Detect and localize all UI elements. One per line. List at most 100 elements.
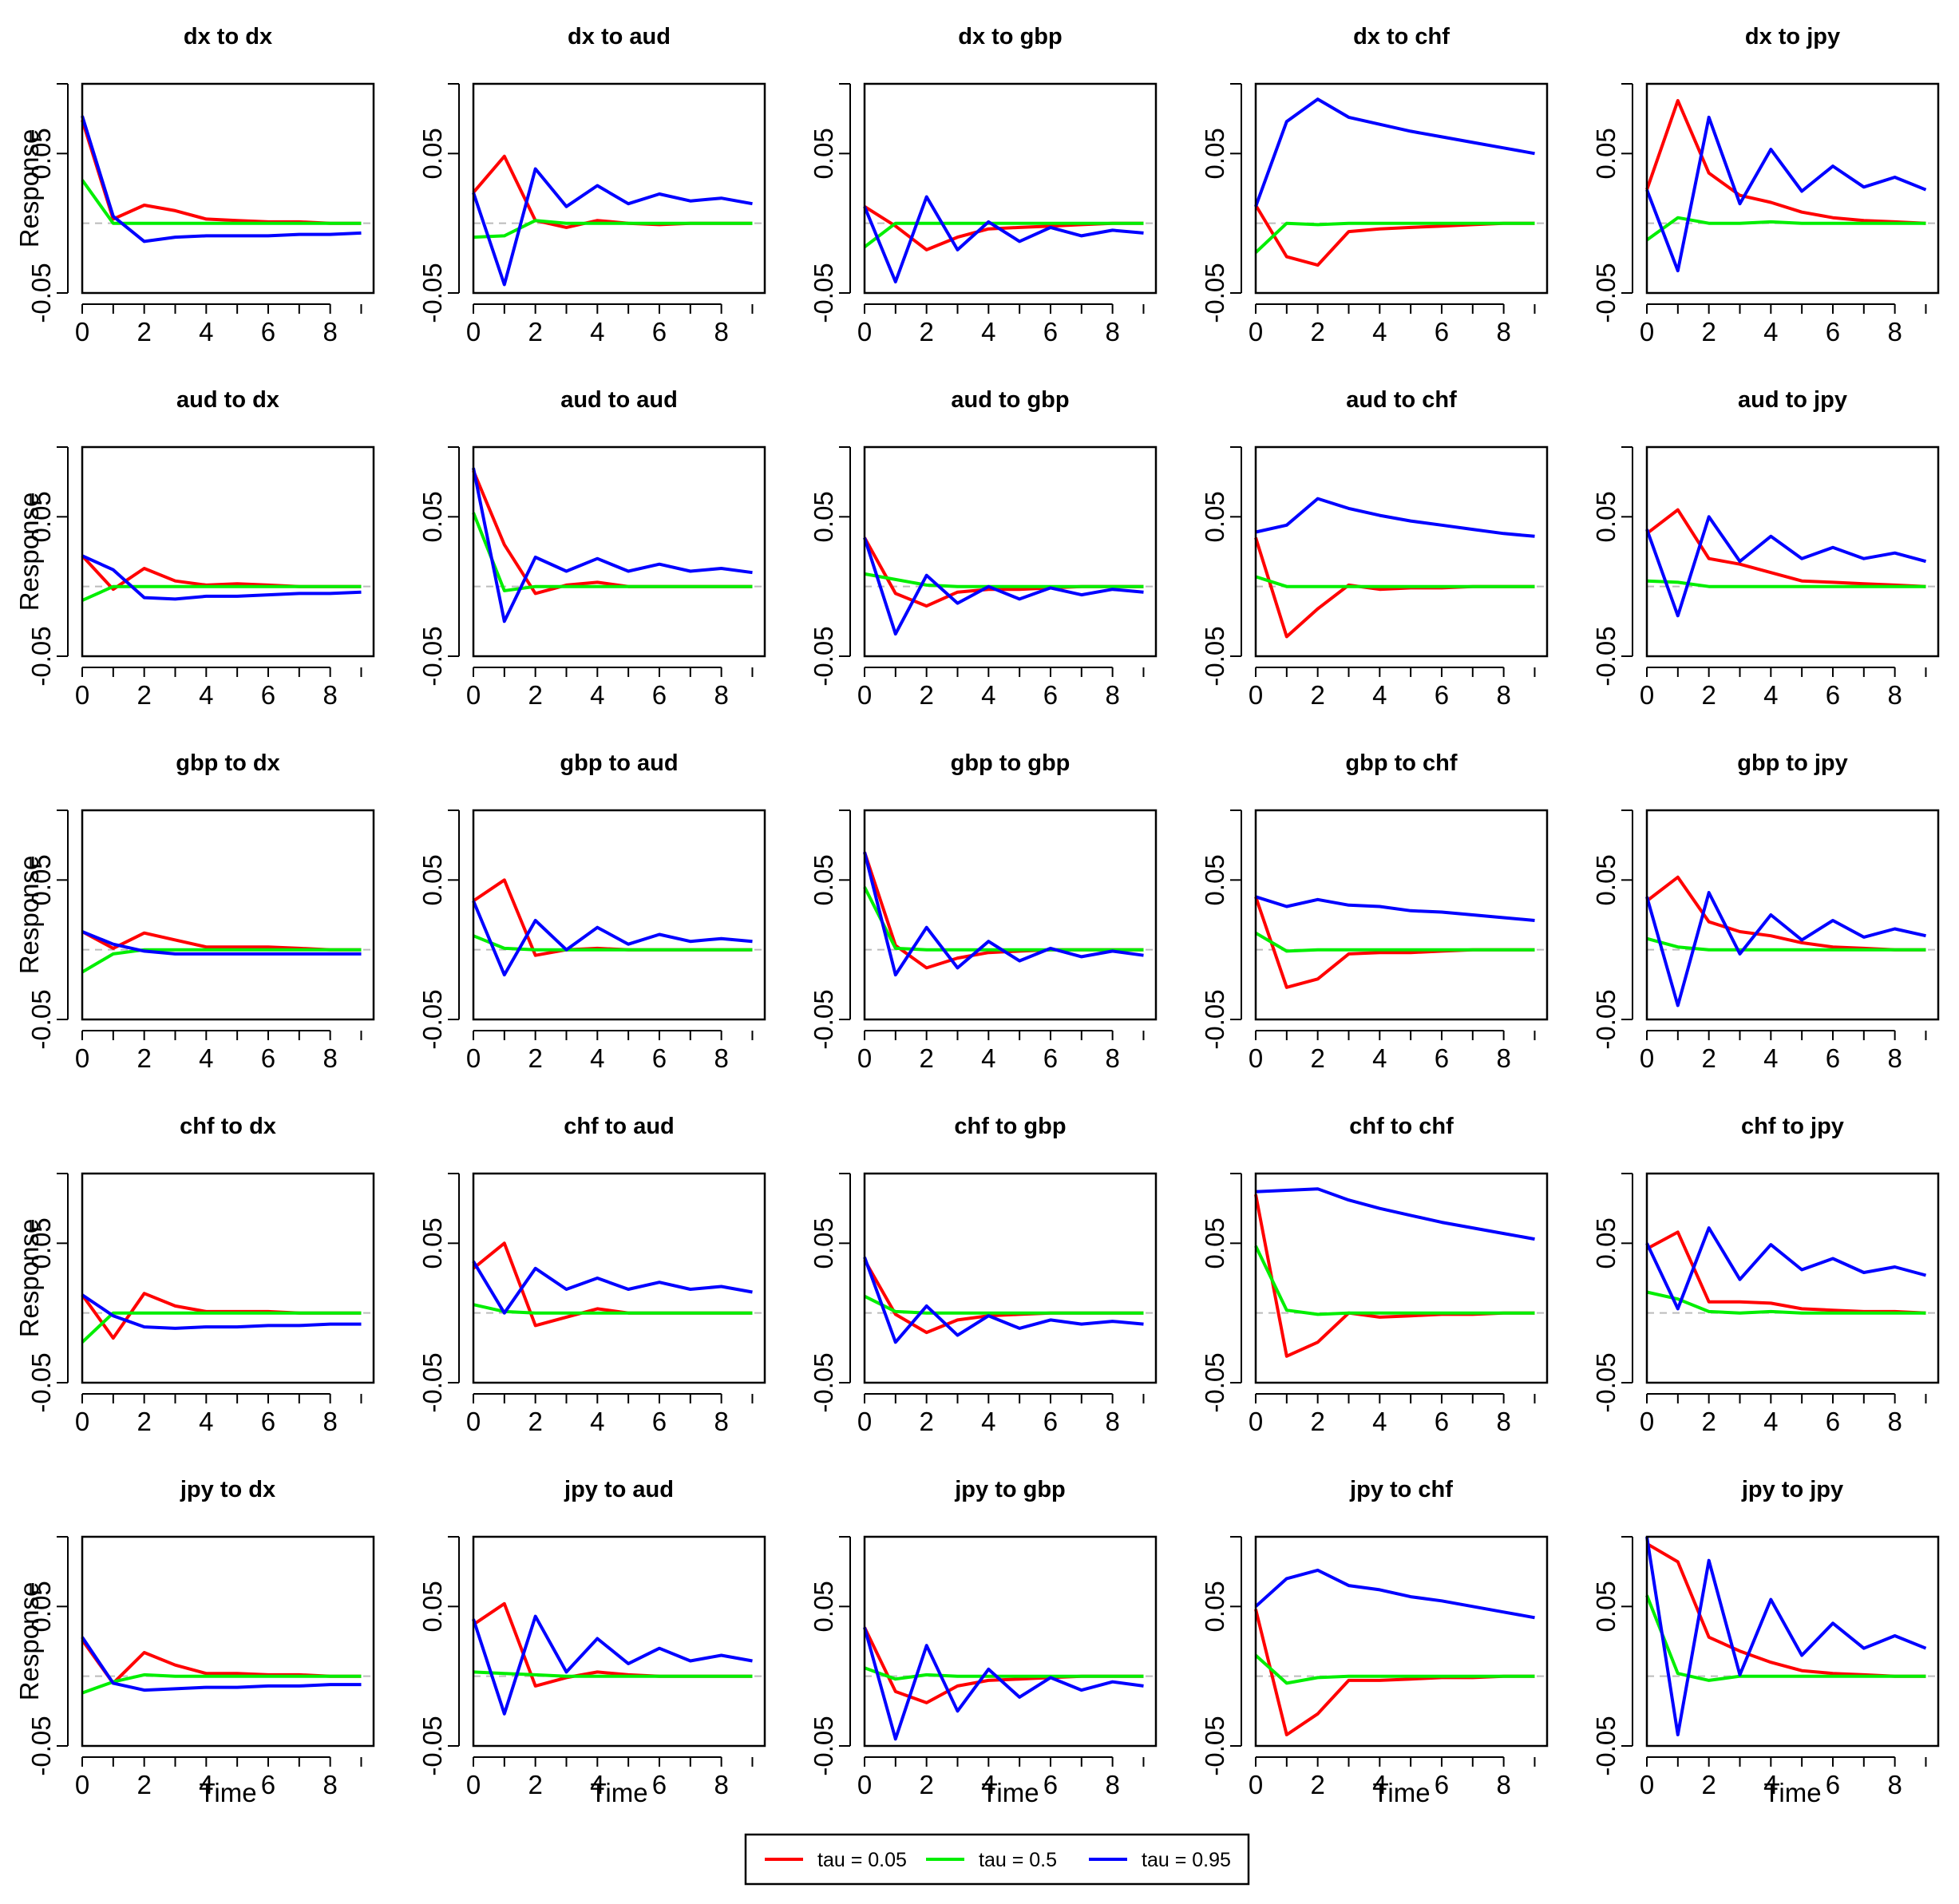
x-tick-label: 0: [1640, 1407, 1654, 1436]
panel-aud-to-jpy: aud to jpy -0.05 0.05 0 2 4 6 8: [1591, 387, 1940, 710]
x-tick-label: 2: [919, 680, 933, 710]
panel-dx-to-gbp: dx to gbp -0.05 0.05 0 2 4 6 8: [809, 24, 1158, 346]
plot-frame: [863, 809, 1158, 1021]
series-line-tau-0.95: [472, 1614, 753, 1716]
series-line-tau-0.5: [1254, 221, 1535, 254]
x-tick-label: 0: [1640, 317, 1654, 346]
x-tick-label: 4: [199, 680, 213, 710]
y-tick-label: -0.05: [1591, 626, 1621, 686]
panel-title: gbp to gbp: [951, 750, 1071, 776]
x-tick-label: 4: [1372, 317, 1387, 346]
plot-frame: [472, 82, 766, 295]
legend-label-tau-0.05: tau = 0.05: [817, 1849, 907, 1871]
series-line-tau-0.95: [81, 930, 362, 956]
y-tick-label: 0.05: [809, 1581, 838, 1632]
panel-aud-to-dx: aud to dx -0.05 0.05 0 2 4 6 8 Response: [14, 387, 375, 710]
x-tick-label: 6: [1435, 317, 1449, 346]
x-tick-label: 8: [1105, 317, 1119, 346]
y-tick-label: -0.05: [26, 1716, 56, 1775]
x-tick-label: 4: [199, 1043, 213, 1073]
y-tick-label: 0.05: [1200, 128, 1229, 179]
plot-frame: [1645, 1172, 1940, 1384]
plot-frame: [1645, 82, 1940, 295]
x-tick-label: 6: [652, 1770, 667, 1799]
panel-gbp-to-chf: gbp to chf -0.05 0.05 0 2 4 6 8: [1200, 750, 1549, 1073]
x-tick-label: 2: [1701, 1407, 1716, 1436]
series-line-tau-0.95: [1255, 497, 1535, 538]
panel-title: chf to chf: [1349, 1114, 1454, 1139]
series-line-tau-0.5: [864, 572, 1144, 588]
x-tick-label: 0: [466, 1043, 481, 1073]
x-tick-label: 0: [75, 1407, 89, 1436]
x-tick-label: 6: [1043, 1407, 1058, 1436]
series-line-tau-0.5: [1255, 575, 1535, 588]
series-line-tau-0.5: [1645, 1594, 1926, 1682]
x-tick-label: 0: [857, 317, 872, 346]
plot-frame: [472, 445, 766, 658]
series-line-tau-0.05: [81, 1292, 362, 1340]
x-tick-label: 6: [261, 1770, 275, 1799]
series-line-tau-0.95: [1645, 1226, 1927, 1311]
series-line-tau-0.05: [1254, 896, 1535, 989]
plot-frame: [1645, 445, 1940, 658]
series-line-tau-0.95: [863, 1257, 1144, 1344]
x-tick-label: 0: [1640, 1770, 1654, 1799]
panel-dx-to-aud: dx to aud -0.05 0.05 0 2 4 6 8: [418, 24, 766, 346]
y-tick-label: -0.05: [418, 1352, 447, 1412]
panel-title: jpy to gbp: [954, 1477, 1066, 1502]
panel-chf-to-gbp: chf to gbp -0.05 0.05 0 2 4 6 8: [809, 1114, 1158, 1436]
panel-aud-to-gbp: aud to gbp -0.05 0.05 0 2 4 6 8: [809, 387, 1158, 710]
series-line-tau-0.5: [473, 1670, 753, 1678]
series-line-tau-0.05: [863, 536, 1144, 608]
series-line-tau-0.95: [472, 467, 753, 623]
series-line-tau-0.5: [81, 948, 362, 974]
plot-frame: [81, 1535, 375, 1748]
series-line-tau-0.05: [472, 878, 753, 957]
series-line-tau-0.05: [81, 554, 362, 592]
x-tick-label: 2: [1701, 317, 1716, 346]
x-tick-label: 8: [714, 680, 728, 710]
y-tick-label: -0.05: [26, 1352, 56, 1412]
x-axis-label: Time: [981, 1778, 1039, 1807]
x-tick-label: 0: [466, 680, 481, 710]
x-tick-label: 2: [1310, 680, 1324, 710]
x-tick-label: 6: [1043, 317, 1058, 346]
x-tick-label: 8: [1105, 680, 1119, 710]
y-tick-label: -0.05: [809, 626, 838, 686]
x-tick-label: 2: [137, 1407, 151, 1436]
x-tick-label: 0: [1640, 680, 1654, 710]
plot-frame: [1254, 1535, 1549, 1748]
x-tick-label: 8: [1496, 680, 1510, 710]
y-tick-label: 0.05: [418, 1581, 447, 1632]
x-tick-label: 8: [714, 317, 728, 346]
x-tick-label: 6: [261, 680, 275, 710]
series-line-tau-0.95: [472, 900, 753, 977]
series-line-tau-0.95: [81, 1293, 362, 1330]
panel-chf-to-aud: chf to aud -0.05 0.05 0 2 4 6 8: [418, 1114, 766, 1436]
series-line-tau-0.05: [1645, 1542, 1926, 1678]
x-tick-label: 8: [1105, 1770, 1119, 1799]
plot-frame: [81, 82, 375, 295]
panel-jpy-to-gbp: jpy to gbp -0.05 0.05 0 2 4 6 8 Time: [809, 1477, 1158, 1807]
x-tick-label: 4: [590, 1407, 604, 1436]
plot-frame: [472, 809, 766, 1021]
plot-frame: [1254, 82, 1549, 295]
x-tick-label: 6: [261, 317, 275, 346]
series-line-tau-0.95: [863, 1626, 1144, 1741]
y-tick-label: -0.05: [418, 263, 447, 323]
y-tick-label: -0.05: [1200, 989, 1229, 1049]
y-tick-label: -0.05: [418, 626, 447, 686]
series-line-tau-0.5: [864, 1666, 1144, 1681]
x-tick-label: 4: [199, 1770, 213, 1799]
panel-title: dx to jpy: [1745, 24, 1840, 49]
y-axis-label: Response: [14, 1219, 44, 1338]
panel-gbp-to-dx: gbp to dx -0.05 0.05 0 2 4 6 8 Response: [14, 750, 375, 1073]
series-line-tau-0.95: [472, 1260, 753, 1315]
series-line-tau-0.05: [1254, 1193, 1535, 1358]
series-line-tau-0.05: [1254, 1609, 1535, 1736]
y-tick-label: -0.05: [26, 989, 56, 1049]
x-tick-label: 8: [1496, 1043, 1510, 1073]
plot-frame: [81, 809, 375, 1021]
series-line-tau-0.95: [1645, 1536, 1927, 1736]
y-tick-label: -0.05: [26, 263, 56, 323]
